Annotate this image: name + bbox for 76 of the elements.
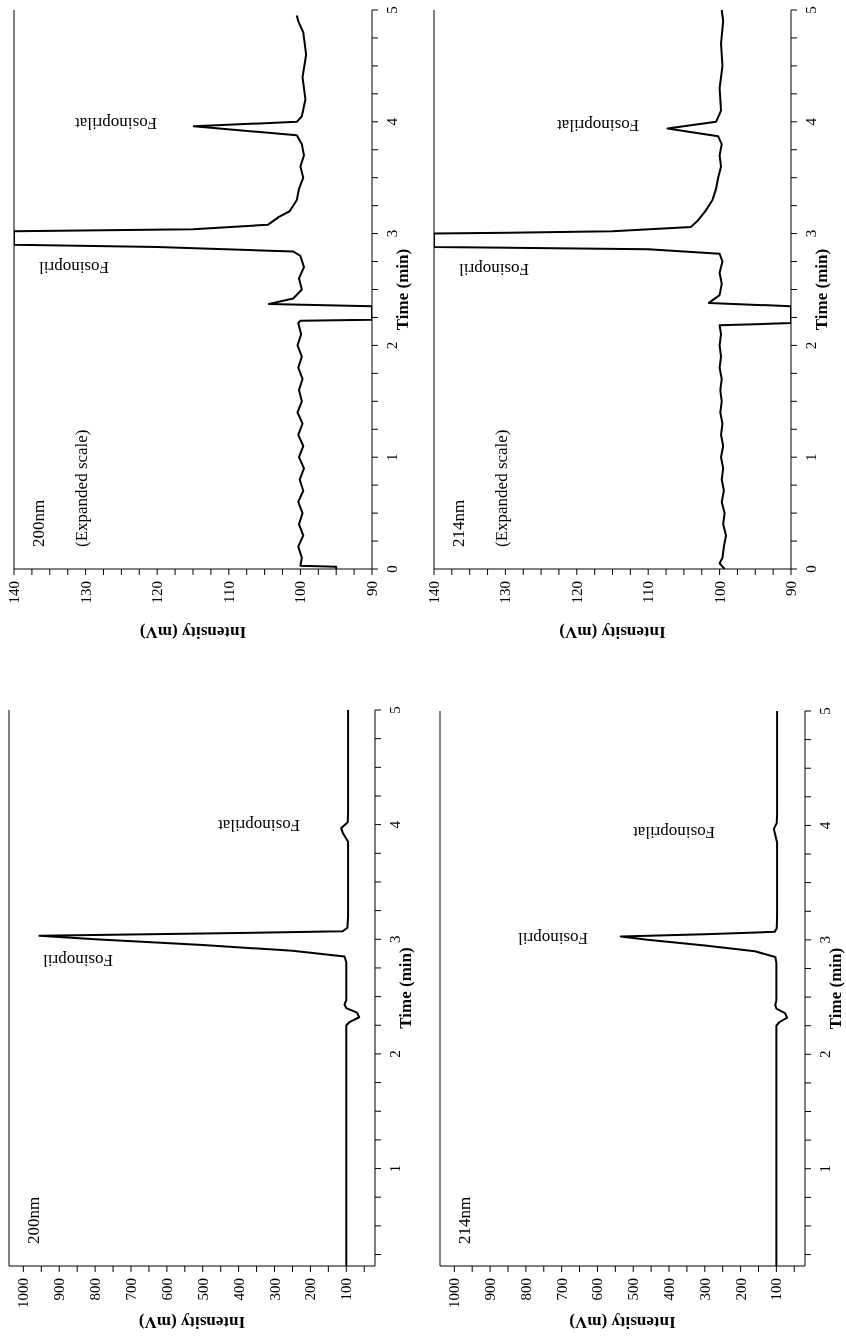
y-tick-label: 0 bbox=[384, 565, 400, 573]
y-tick-label: 3 bbox=[817, 936, 833, 944]
x-tick-label: 140 bbox=[426, 581, 442, 604]
x-tick-label: 700 bbox=[123, 1278, 139, 1301]
y-tick-label: 5 bbox=[803, 6, 819, 14]
annotation: Fosinoprilat bbox=[217, 815, 301, 835]
annotation: 214nm bbox=[448, 499, 468, 547]
x-tick-label: 90 bbox=[783, 581, 799, 596]
y-tick-label: 3 bbox=[387, 935, 403, 944]
x-tick-label: 90 bbox=[364, 581, 380, 596]
x-tick-label: 1000 bbox=[446, 1278, 463, 1308]
y-tick-label: 2 bbox=[817, 1050, 833, 1059]
y-tick-label: 0 bbox=[803, 565, 819, 573]
y-tick-label: 5 bbox=[387, 706, 403, 714]
y-tick-label: 4 bbox=[384, 117, 400, 126]
y-tick-label: 2 bbox=[387, 1050, 403, 1058]
x-tick-label: 140 bbox=[6, 581, 22, 604]
annotation: 214nm bbox=[454, 1196, 474, 1244]
x-tick-label: 120 bbox=[149, 581, 166, 604]
x-axis-title: Intensity (mV) bbox=[139, 622, 247, 642]
x-tick-label: 500 bbox=[194, 1278, 211, 1301]
y-tick-label: 1 bbox=[817, 1164, 833, 1173]
annotation: Fosinopril bbox=[42, 950, 113, 970]
x-tick-label: 900 bbox=[482, 1278, 499, 1301]
annotation: (Expanded scale) bbox=[491, 429, 511, 547]
annotation: Fosinopril bbox=[458, 259, 529, 279]
x-tick-label: 600 bbox=[158, 1278, 175, 1301]
x-tick-label: 900 bbox=[51, 1278, 68, 1301]
y-tick-label: 4 bbox=[387, 820, 403, 829]
x-tick-label: 200 bbox=[302, 1278, 319, 1301]
y-tick-label: 3 bbox=[803, 229, 819, 238]
x-tick-label: 400 bbox=[230, 1278, 247, 1301]
x-tick-label: 1000 bbox=[15, 1278, 32, 1308]
x-tick-label: 110 bbox=[220, 581, 237, 603]
x-tick-label: 130 bbox=[497, 581, 514, 604]
y-tick-label: 4 bbox=[803, 117, 819, 126]
y-tick-label: 4 bbox=[817, 821, 833, 830]
x-tick-label: 500 bbox=[625, 1278, 642, 1301]
y-axis-title: Time (min) bbox=[395, 947, 415, 1029]
annotation: 200nm bbox=[23, 1196, 43, 1244]
annotation: Fosinoprilat bbox=[74, 113, 158, 133]
annotation: Fosinoprilat bbox=[556, 115, 640, 135]
y-axis-title: Time (min) bbox=[825, 947, 845, 1030]
annotation: 200nm bbox=[28, 499, 48, 547]
annotation: (Expanded scale) bbox=[71, 429, 91, 547]
y-tick-label: 1 bbox=[803, 453, 819, 461]
y-tick-label: 2 bbox=[384, 341, 400, 350]
y-axis-title: Time (min) bbox=[392, 248, 412, 331]
annotation: Fosinopril bbox=[38, 257, 109, 277]
x-tick-label: 400 bbox=[661, 1278, 678, 1301]
x-tick-label: 120 bbox=[568, 581, 585, 604]
x-tick-label: 800 bbox=[87, 1278, 104, 1301]
y-tick-label: 1 bbox=[387, 1164, 403, 1173]
x-tick-label: 800 bbox=[517, 1278, 534, 1301]
x-tick-label: 300 bbox=[696, 1278, 713, 1301]
x-tick-label: 100 bbox=[292, 581, 309, 604]
y-tick-label: 1 bbox=[384, 453, 400, 461]
x-tick-label: 600 bbox=[589, 1278, 606, 1301]
x-tick-label: 100 bbox=[338, 1278, 355, 1301]
y-tick-label: 5 bbox=[384, 6, 400, 14]
annotation: Fosinopril bbox=[517, 928, 588, 948]
x-tick-label: 700 bbox=[553, 1278, 570, 1301]
y-tick-label: 3 bbox=[384, 229, 400, 238]
annotation: Fosinoprilat bbox=[632, 822, 716, 842]
x-tick-label: 110 bbox=[640, 581, 657, 603]
y-tick-label: 5 bbox=[817, 707, 833, 715]
x-tick-label: 100 bbox=[711, 581, 728, 604]
x-axis-title: Intensity (mV) bbox=[559, 622, 666, 642]
x-tick-label: 200 bbox=[732, 1278, 749, 1301]
x-tick-label: 100 bbox=[768, 1278, 785, 1301]
x-tick-label: 130 bbox=[77, 581, 94, 604]
x-tick-label: 300 bbox=[266, 1278, 283, 1301]
y-axis-title: Time (min) bbox=[811, 248, 831, 331]
x-axis-title: Intensity (mV) bbox=[569, 1312, 676, 1332]
x-axis-title: Intensity (mV) bbox=[138, 1312, 246, 1332]
y-tick-label: 2 bbox=[803, 341, 819, 350]
